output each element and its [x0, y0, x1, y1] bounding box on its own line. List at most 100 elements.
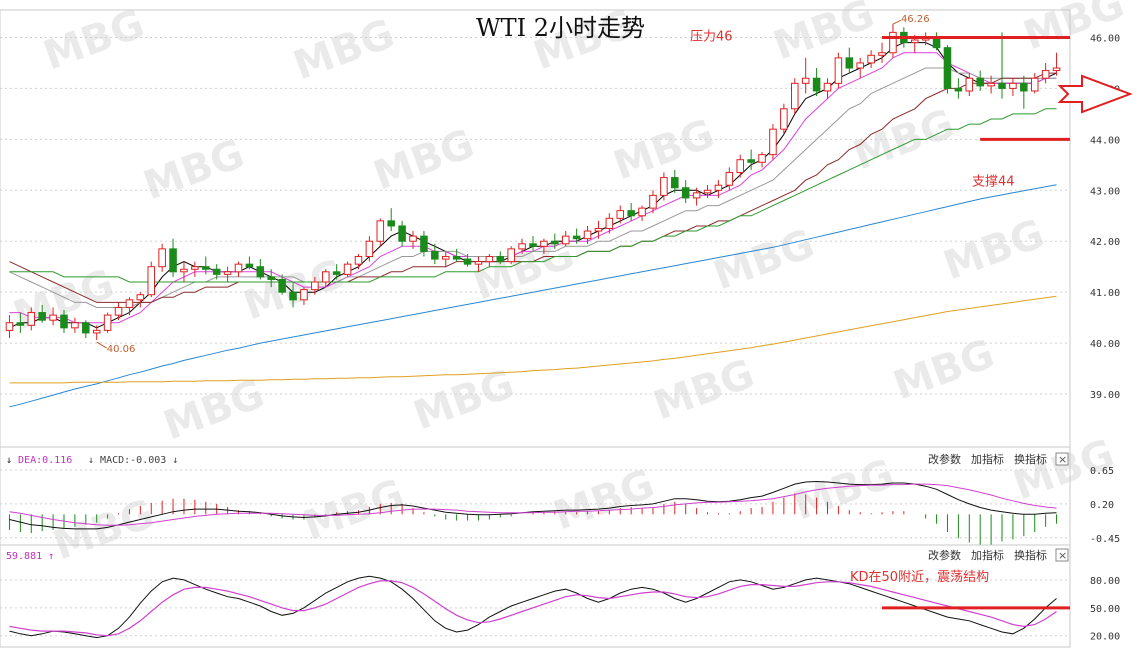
candle-body	[321, 271, 330, 283]
candle-body	[158, 248, 166, 268]
candle	[234, 261, 243, 277]
candle-body	[431, 250, 439, 260]
kd-close-button[interactable]	[1055, 548, 1069, 562]
candle-body	[878, 52, 886, 56]
candle	[38, 304, 46, 323]
candle-body	[725, 171, 734, 186]
candle	[823, 78, 832, 99]
candle	[5, 315, 14, 339]
candle-body	[954, 87, 963, 92]
watermark-text: MBG	[298, 471, 411, 549]
candle-body	[191, 266, 199, 270]
kd-y-tick-label: 20.00	[1090, 632, 1120, 643]
candle-body	[365, 240, 374, 258]
candle	[311, 276, 319, 295]
candle	[114, 302, 123, 321]
candle	[202, 256, 210, 275]
candle	[594, 220, 603, 239]
candle-body	[703, 189, 712, 194]
candle-body	[16, 322, 25, 326]
kd-add-indicator-button[interactable]: 加指标	[971, 548, 1004, 562]
candle-body	[5, 322, 14, 331]
candle-body	[92, 329, 101, 334]
kd-edit-params-button[interactable]: 改参数	[928, 548, 961, 562]
candle-body	[572, 235, 581, 240]
candle-body	[671, 177, 679, 189]
candle-body	[1020, 82, 1028, 92]
candle	[256, 259, 265, 280]
low-marker-pointer	[96, 341, 107, 349]
candle-body	[1009, 82, 1017, 89]
candle-body	[354, 256, 363, 265]
kd-annotation: KD在50附近，震荡结构	[850, 570, 1070, 610]
watermark-text: MBG	[888, 331, 1001, 409]
macd-series	[8, 480, 1058, 545]
candle	[71, 317, 79, 333]
macd-value-label: ↓ MACD:-0.003 ↓	[88, 455, 178, 466]
y-tick-label: 44.00	[1090, 135, 1120, 146]
macd-close-button[interactable]	[1055, 452, 1069, 466]
candle	[769, 124, 777, 160]
candle-body	[1030, 77, 1039, 92]
watermark-text: MBG	[708, 221, 821, 299]
macd-add-indicator-button[interactable]: 加指标	[971, 452, 1004, 466]
candle-body	[976, 77, 984, 87]
candle-body	[234, 263, 243, 273]
kd-panel-frame	[0, 544, 1071, 648]
candle	[583, 225, 592, 244]
kd-annotation-label: KD在50附近，震荡结构	[850, 570, 989, 585]
candle	[616, 205, 625, 224]
candle-body	[136, 294, 145, 301]
candle-body	[507, 248, 515, 263]
candle-body	[638, 207, 646, 217]
moving-average-lines	[9, 42, 1057, 408]
chart-title: WTI 2小时走势	[476, 14, 645, 42]
candle-body	[758, 154, 766, 163]
kd-y-tick-label: 80.00	[1090, 576, 1120, 587]
candle	[365, 236, 374, 262]
candle	[638, 205, 646, 221]
candle-body	[681, 187, 690, 199]
macd-edit-params-button[interactable]: 改参数	[928, 452, 961, 466]
candle-body	[496, 256, 505, 263]
candle	[245, 256, 254, 270]
candle	[736, 154, 745, 178]
candle	[954, 78, 963, 99]
kd-switch-indicator-button[interactable]: 换指标	[1014, 548, 1047, 562]
watermark-text: MBG	[368, 121, 481, 199]
candle	[867, 50, 875, 69]
candle	[943, 45, 952, 94]
candle-body	[398, 225, 406, 242]
candle	[834, 52, 843, 89]
candle-body	[420, 235, 428, 252]
candle	[627, 203, 635, 221]
candlestick-series	[5, 24, 1061, 341]
candle	[1041, 62, 1050, 84]
candle	[387, 208, 395, 232]
candle	[136, 292, 145, 308]
candle-body	[889, 31, 897, 54]
candle	[660, 172, 668, 201]
watermark-text: MBG	[48, 491, 161, 569]
candle	[278, 274, 286, 295]
candle	[976, 70, 984, 91]
moving-average-line	[9, 184, 1057, 408]
macd-switch-indicator-button[interactable]: 换指标	[1014, 452, 1047, 466]
candle	[300, 287, 308, 305]
candle-body	[202, 266, 210, 270]
candle	[267, 269, 275, 288]
candle	[747, 149, 755, 170]
right-arrow-icon	[1057, 74, 1133, 114]
watermark-text: MBG	[548, 461, 661, 539]
candle	[16, 312, 25, 333]
candle	[180, 261, 188, 282]
candle	[714, 180, 723, 198]
candle	[507, 246, 515, 265]
candle-body	[27, 312, 36, 326]
candle-body	[147, 266, 156, 296]
candle-body	[987, 82, 995, 87]
candle-body	[180, 268, 188, 273]
high-marker-pointer	[892, 19, 902, 25]
